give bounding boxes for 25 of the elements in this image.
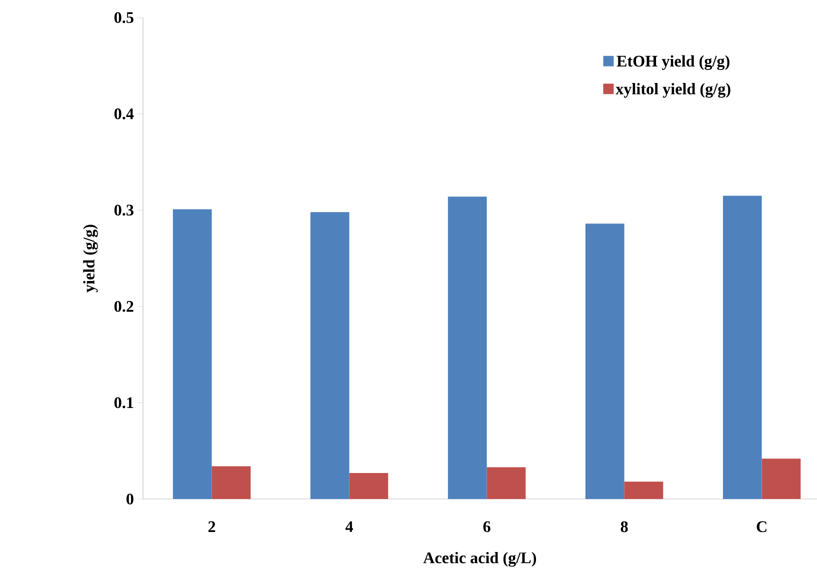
bar [624, 482, 664, 500]
y-tick-label: 0.5 [114, 12, 134, 24]
legend-label: EtOH yield (g/g) [616, 55, 730, 70]
bar [585, 224, 624, 500]
bar [448, 196, 487, 500]
x-axis-title: Acetic acid (g/L) [423, 552, 536, 567]
bar [722, 196, 762, 500]
x-tick-label: 6 [483, 521, 490, 532]
y-tick-label: 0.2 [114, 301, 134, 312]
x-tick-label: 4 [345, 521, 354, 532]
bar [310, 212, 350, 500]
y-tick-label: 0.4 [114, 108, 134, 120]
y-tick-label: 0.3 [114, 204, 134, 216]
bar [349, 473, 388, 500]
y-axis-title: yield (g/g) [83, 224, 98, 293]
y-tick-label: 0.1 [114, 397, 134, 408]
x-tick-label: 8 [620, 521, 628, 532]
x-tick-label: C [756, 521, 766, 532]
bar [486, 467, 526, 500]
bar [762, 458, 801, 500]
legend-label: xylitol yield (g/g) [616, 83, 730, 98]
bar [172, 209, 212, 500]
y-tick-label: 0 [126, 494, 134, 505]
x-tick-label: 2 [208, 521, 216, 532]
bar [212, 466, 251, 500]
